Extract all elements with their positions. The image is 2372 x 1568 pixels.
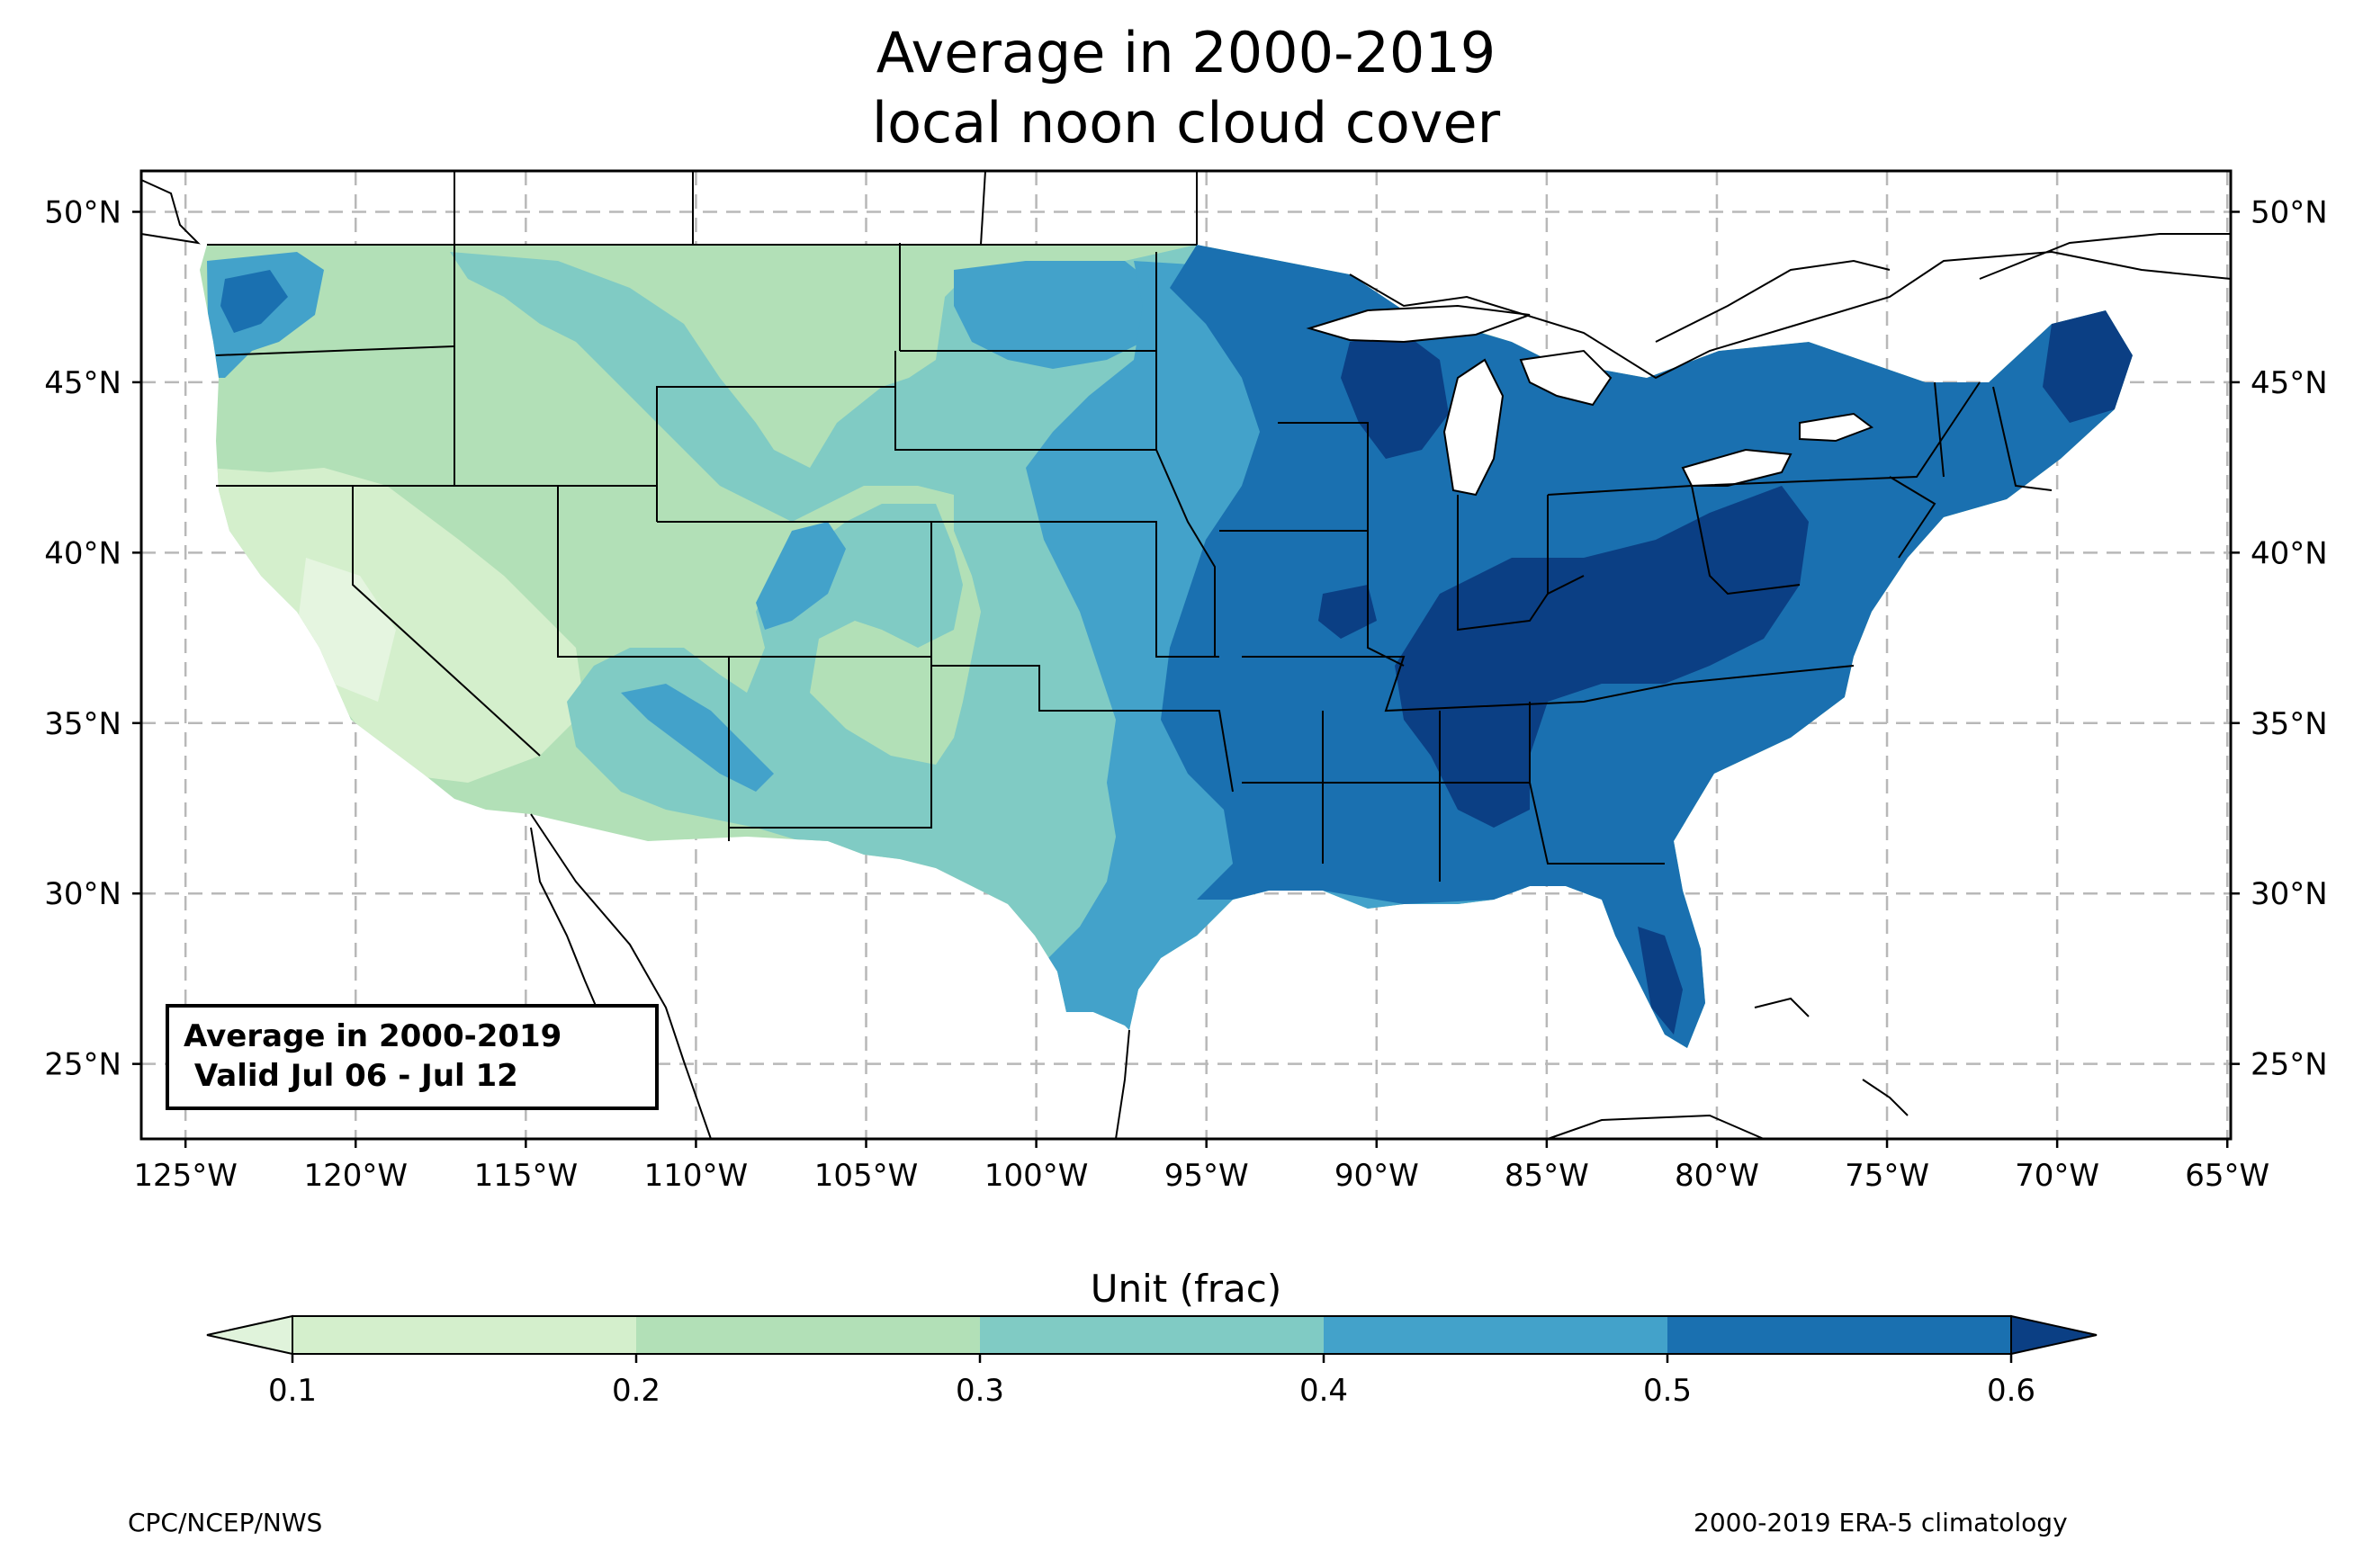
colorbar-segment xyxy=(1667,1316,2011,1354)
lon-tick-label: 95°W xyxy=(1164,1158,1249,1194)
colorbar-tick-label: 0.1 xyxy=(267,1373,318,1409)
lon-tick-label: 75°W xyxy=(1845,1158,1929,1194)
lat-tick-label-right: 25°N xyxy=(2251,1047,2328,1083)
lon-tick-label: 80°W xyxy=(1675,1158,1759,1194)
lon-tick-label: 65°W xyxy=(2185,1158,2269,1194)
lat-tick-label-left: 30°N xyxy=(44,876,121,912)
lon-tick-label: 85°W xyxy=(1505,1158,1589,1194)
colorbar-tick-label: 0.6 xyxy=(1986,1373,2036,1409)
lat-tick-label-left: 35°N xyxy=(44,706,121,742)
contour-0.6-plus-southeast xyxy=(1395,486,1809,828)
contour-0.6-plus-maine xyxy=(2043,310,2133,423)
lon-tick-label: 100°W xyxy=(984,1158,1089,1194)
contour-0.6-plus-florida xyxy=(1638,927,1683,1035)
lon-tick-label: 115°W xyxy=(474,1158,579,1194)
lon-tick-label: 110°W xyxy=(644,1158,749,1194)
colorbar-title: Unit (frac) xyxy=(1090,1267,1282,1311)
colorbar-border xyxy=(292,1315,2012,1355)
footer-credit: CPC/NCEP/NWS xyxy=(128,1508,323,1537)
great-lakes xyxy=(1306,304,1874,497)
lat-tick-label-left: 40°N xyxy=(44,535,121,571)
colorbar xyxy=(206,1314,2098,1363)
lat-tick-label-right: 45°N xyxy=(2251,365,2328,401)
lat-tick-label-right: 30°N xyxy=(2251,876,2328,912)
colorbar-segment xyxy=(1324,1316,1667,1354)
lat-tick-label-right: 50°N xyxy=(2251,194,2328,230)
lat-tick-label-right: 35°N xyxy=(2251,706,2328,742)
latitude-tick-labels: 50°N 50°N 45°N 45°N 40°N 40°N 35°N 35°N 30°N 30°N… xyxy=(44,194,2327,1082)
colorbar-extend-max xyxy=(2010,1314,2098,1356)
colorbar-segment xyxy=(980,1316,1324,1354)
info-box-line-1: Average in 2000-2019 xyxy=(184,1018,562,1054)
lon-tick-label: 90°W xyxy=(1334,1158,1419,1194)
contour-0.4-0.5-colorado xyxy=(756,522,846,630)
info-box: Average in 2000-2019 Valid Jul 06 - Jul … xyxy=(166,1004,659,1110)
map-frame xyxy=(139,169,2233,1141)
lon-tick-label: 105°W xyxy=(814,1158,919,1194)
colorbar-extend-min xyxy=(206,1314,293,1356)
colorbar-tick-label: 0.2 xyxy=(611,1373,661,1409)
coastlines xyxy=(140,170,2232,1140)
footer-source: 2000-2019 ERA-5 climatology xyxy=(1694,1508,2068,1537)
lat-tick-label-left: 25°N xyxy=(44,1047,121,1083)
colorbar-tick-label: 0.4 xyxy=(1298,1373,1349,1409)
contour-0.6-plus-missouri xyxy=(1318,585,1377,639)
colorbar-tick-label: 0.3 xyxy=(955,1373,1005,1409)
contour-0.4-0.5-arizona xyxy=(621,684,774,792)
lon-tick-label: 125°W xyxy=(133,1158,238,1194)
contour-0.4-0.5-north-plains xyxy=(954,261,1170,369)
chart-title-line-2: local noon cloud cover xyxy=(871,90,1501,156)
colorbar-segment xyxy=(636,1316,980,1354)
lon-tick-label: 120°W xyxy=(303,1158,408,1194)
chart-title-line-1: Average in 2000-2019 xyxy=(876,20,1496,85)
info-box-line-2: Valid Jul 06 - Jul 12 xyxy=(184,1058,518,1094)
colorbar-tick-label: 0.5 xyxy=(1642,1373,1693,1409)
lon-tick-label: 70°W xyxy=(2015,1158,2099,1194)
colorbar-segment xyxy=(292,1316,636,1354)
longitude-tick-labels: 125°W 120°W 115°W 110°W 105°W 100°W 95°W 90°W 85… xyxy=(133,1139,2269,1194)
contour-0.5-0.6-northwest xyxy=(220,270,288,333)
lat-tick-label-left: 50°N xyxy=(44,194,121,230)
lat-tick-label-right: 40°N xyxy=(2251,535,2328,571)
lat-tick-label-left: 45°N xyxy=(44,365,121,401)
